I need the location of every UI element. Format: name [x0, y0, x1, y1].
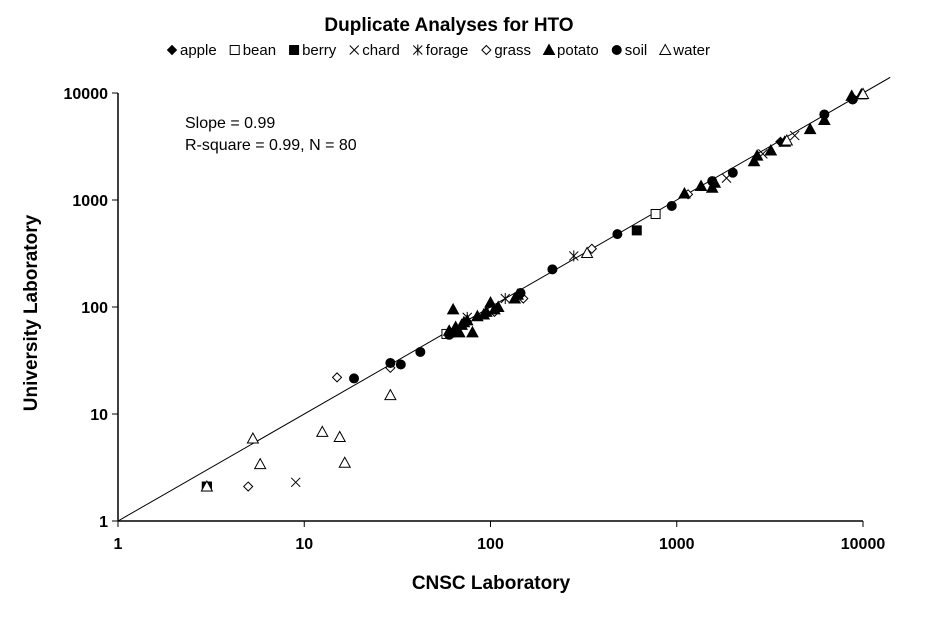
legend-marker-bean [229, 45, 240, 55]
x-tick-label: 100 [477, 536, 504, 553]
data-point-water [338, 456, 352, 468]
data-point-potato [491, 300, 505, 312]
data-point-grass [242, 481, 254, 492]
x-tick-label: 10 [295, 536, 313, 553]
legend-label: berry [302, 42, 337, 59]
data-point-potato [803, 122, 817, 135]
data-point-potato [446, 302, 460, 315]
y-tick-label: 1 [99, 514, 108, 531]
data-point-potato [678, 186, 691, 199]
x-tick-label: 10000 [841, 536, 886, 553]
data-point-forage [568, 250, 579, 262]
data-point-soil [847, 94, 858, 105]
x-tick-label: 1000 [659, 536, 695, 553]
data-point-potato [484, 296, 497, 308]
data-point-potato [460, 313, 474, 326]
data-point-water [315, 425, 329, 437]
data-point-soil [415, 346, 426, 357]
data-point-water [384, 388, 397, 401]
annotation-slope: Slope = 0.99 [185, 115, 275, 132]
data-point-potato [764, 143, 778, 156]
legend-marker-apple [166, 44, 178, 56]
data-point-water [856, 87, 870, 99]
data-point-soil [666, 200, 677, 211]
chart-title: Duplicate Analyses for HTO [324, 15, 573, 36]
data-point-berry [631, 225, 642, 236]
data-point-potato [466, 325, 479, 338]
axes: 1 10 100 1000 10000 1 10 100 1000 10000 [64, 86, 886, 553]
data-point-soil [727, 167, 738, 178]
x-axis-title: CNSC Laboratory [412, 573, 571, 594]
data-point-soil [819, 109, 830, 120]
y-tick-label: 10000 [64, 86, 109, 103]
legend-item-water: water [658, 42, 710, 59]
data-point-soil [385, 357, 396, 368]
legend-item-berry: berry [289, 42, 337, 59]
legend-marker-forage [412, 44, 423, 56]
y-tick-label: 10 [90, 407, 108, 424]
data-point-bean [650, 208, 661, 219]
series-soil [349, 94, 858, 384]
legend: apple bean berry chard forage grass potato soil… [166, 42, 710, 59]
series-berry [201, 225, 642, 492]
series-water [200, 87, 870, 492]
legend-label: water [672, 42, 710, 59]
data-point-soil [707, 176, 718, 187]
data-point-water [253, 457, 267, 470]
data-point-potato [750, 149, 764, 161]
data-point-soil [349, 373, 360, 384]
legend-marker-berry [289, 45, 300, 55]
data-point-soil [612, 229, 623, 240]
y-tick-label: 100 [81, 300, 108, 317]
legend-label: forage [426, 42, 469, 59]
series-grass [242, 189, 694, 492]
data-point-water [333, 430, 347, 442]
legend-label: soil [625, 42, 648, 59]
x-tick-label: 1 [114, 536, 123, 553]
data-point-soil [547, 264, 558, 275]
data-point-soil [395, 359, 406, 370]
legend-item-apple: apple [166, 42, 217, 59]
legend-item-chard: chard [349, 42, 400, 59]
data-point-water [200, 479, 214, 492]
legend-item-potato: potato [542, 42, 599, 59]
legend-item-grass: grass [481, 42, 531, 59]
legend-label: chard [362, 42, 400, 59]
legend-label: potato [557, 42, 599, 59]
data-points [200, 87, 870, 492]
data-point-potato [694, 179, 708, 192]
data-point-chard [290, 477, 301, 488]
legend-item-forage: forage [412, 42, 469, 59]
series-chard [290, 130, 800, 488]
annotation-rsquare: R-square = 0.99, N = 80 [185, 137, 357, 154]
data-point-grass [331, 372, 343, 383]
data-point-water [580, 246, 594, 258]
legend-item-soil: soil [611, 42, 648, 59]
legend-marker-grass [481, 44, 492, 56]
legend-marker-soil [611, 45, 622, 55]
data-point-forage [500, 293, 511, 305]
data-point-soil [449, 327, 460, 338]
data-point-chard [789, 130, 800, 141]
legend-item-bean: bean [229, 42, 276, 59]
y-axis-title: University Laboratory [21, 214, 42, 411]
legend-label: apple [180, 42, 217, 59]
data-point-water [780, 133, 794, 146]
legend-marker-potato [542, 43, 556, 55]
data-point-soil [515, 288, 526, 299]
legend-marker-chard [349, 45, 360, 55]
y-tick-label: 1000 [72, 193, 108, 210]
legend-marker-water [658, 43, 672, 55]
data-point-water [246, 431, 260, 444]
data-point-potato [747, 154, 761, 167]
legend-label: bean [243, 42, 276, 59]
series-forage [462, 250, 579, 323]
legend-label: grass [494, 42, 531, 59]
